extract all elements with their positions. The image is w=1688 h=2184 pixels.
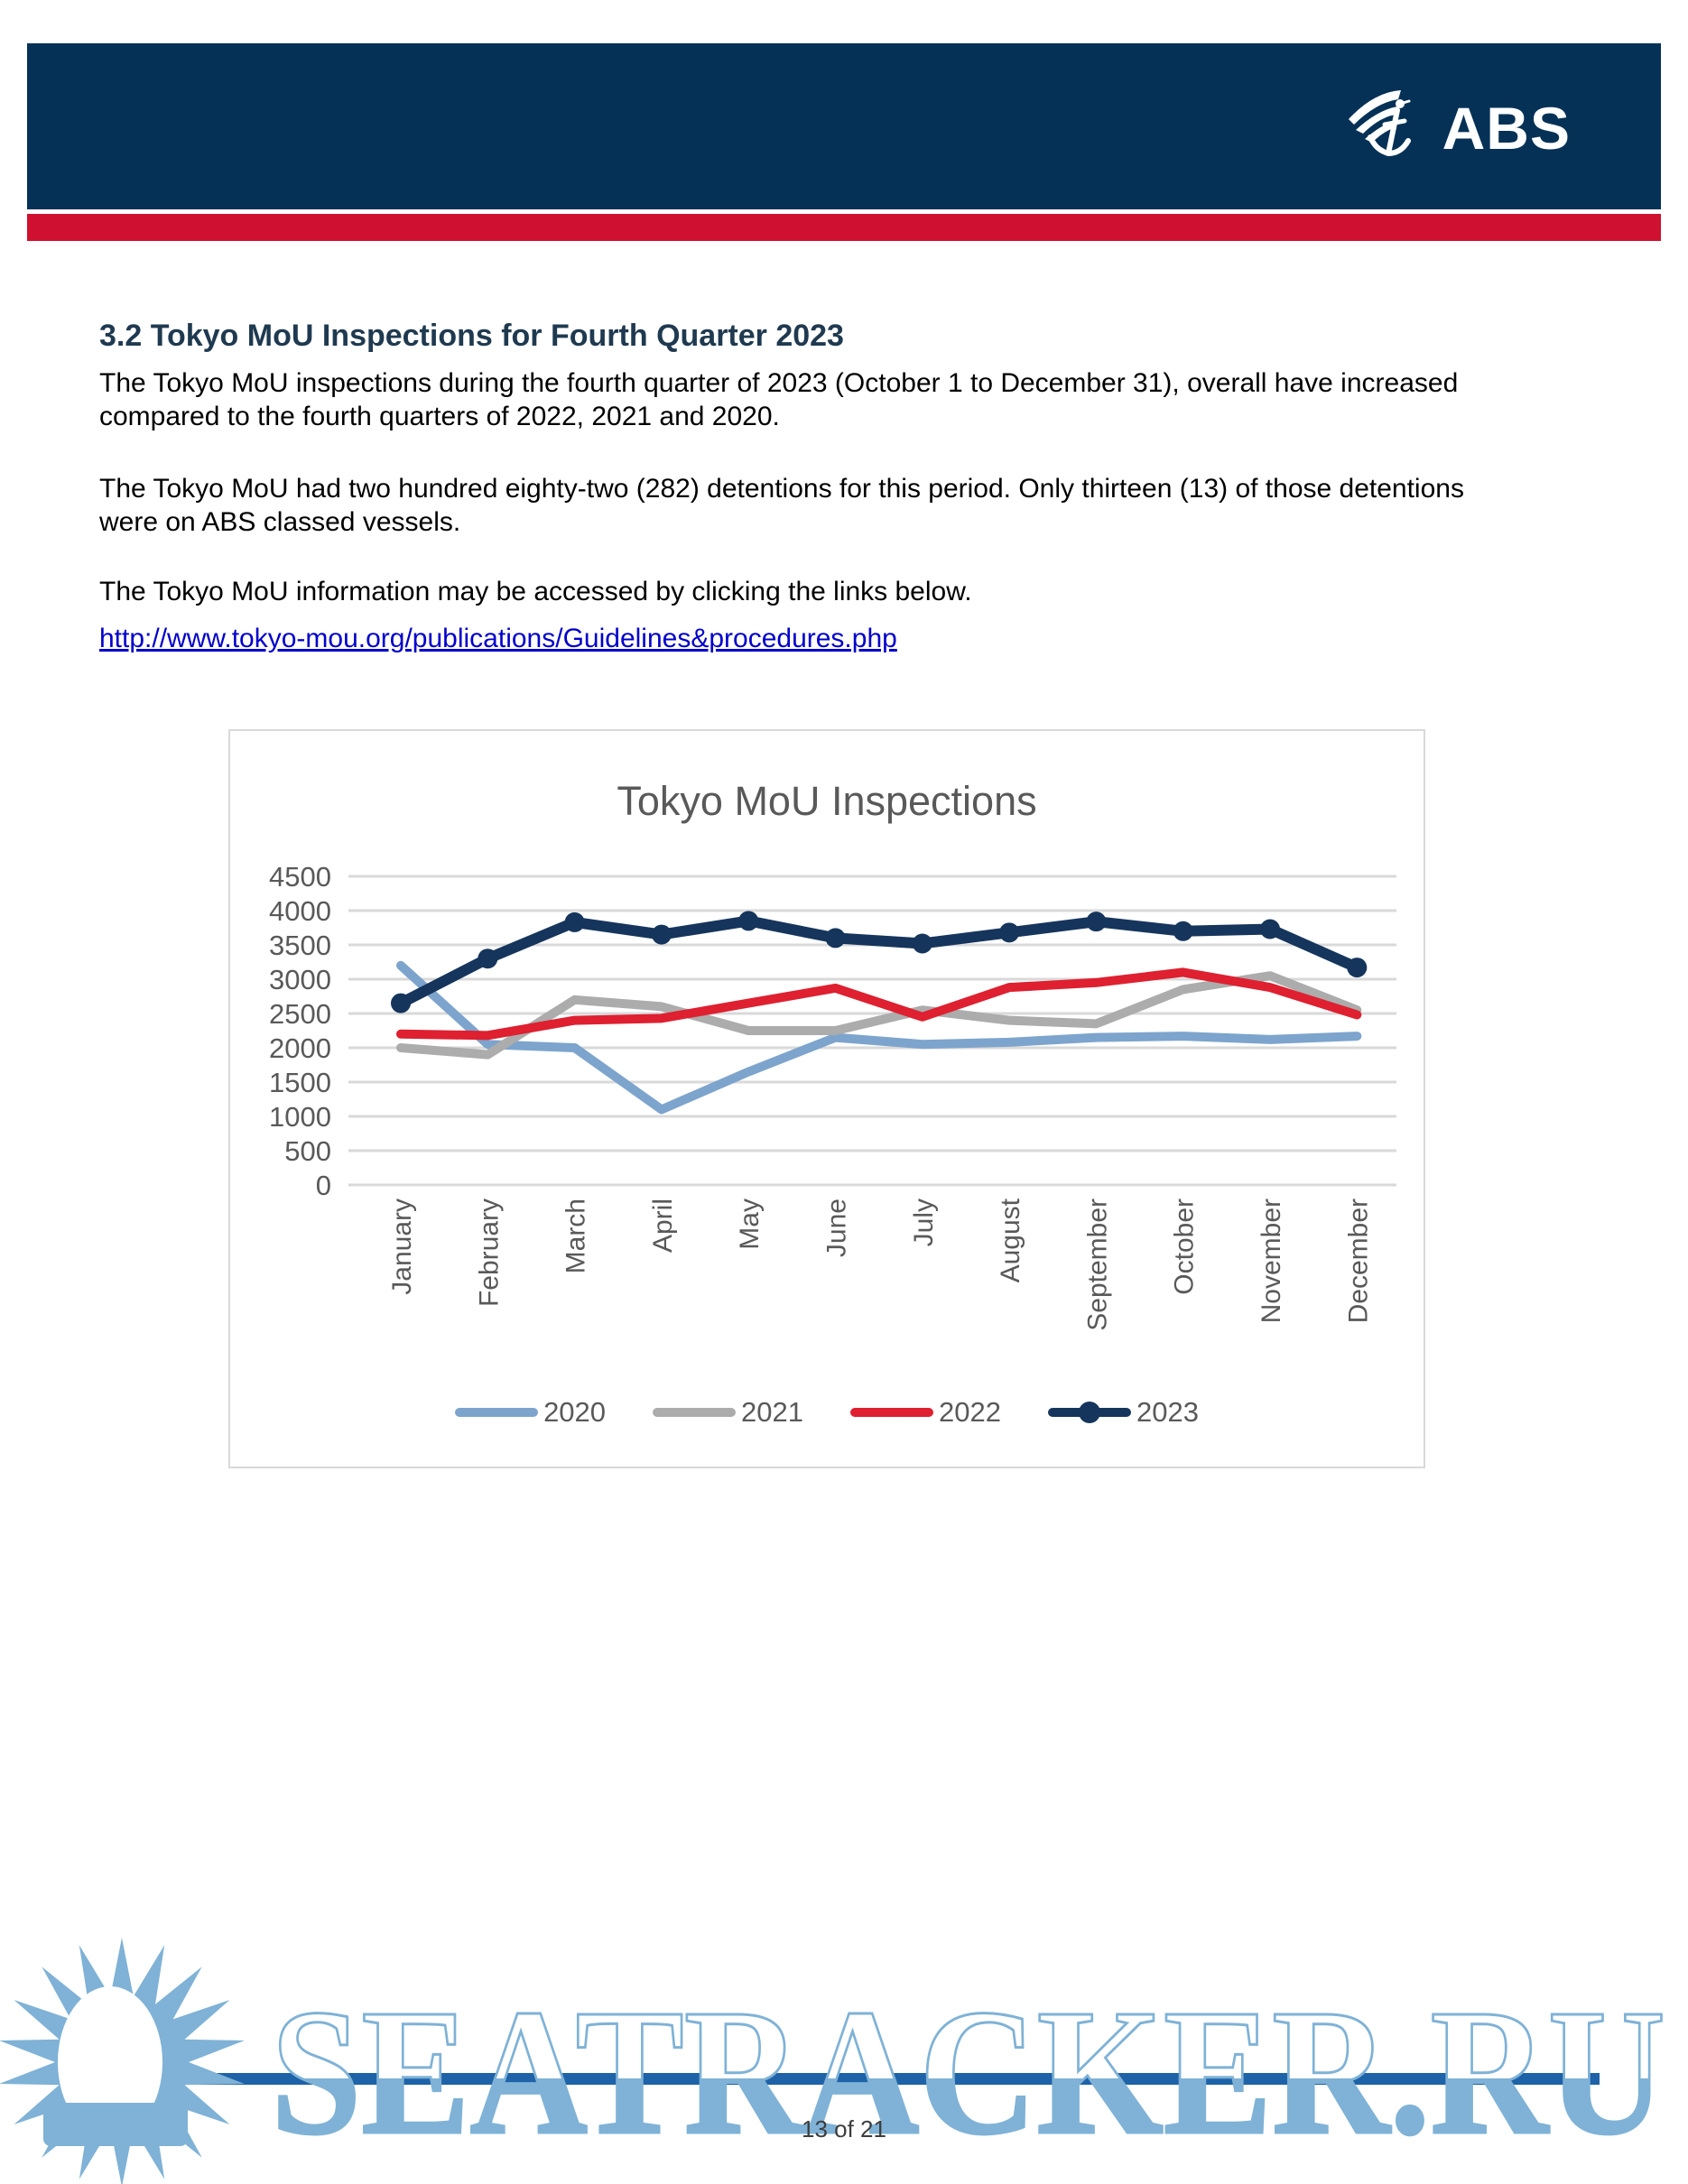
legend-label-2021: 2021 xyxy=(741,1396,803,1428)
svg-text:April: April xyxy=(648,1198,678,1253)
watermark-text: SEATRACKER.RU xyxy=(271,1973,1665,2172)
abs-logo-text: ABS xyxy=(1442,95,1571,162)
svg-text:November: November xyxy=(1257,1198,1286,1323)
svg-text:1500: 1500 xyxy=(269,1067,331,1098)
series-line-2022 xyxy=(396,967,1362,1041)
svg-text:May: May xyxy=(735,1198,765,1250)
series-markers-2023 xyxy=(391,911,1368,1013)
eagle-anchor-icon xyxy=(1348,90,1411,156)
header-bar: ABS xyxy=(27,43,1661,209)
tokyo-mou-link[interactable]: http://www.tokyo-mou.org/publications/Gu… xyxy=(99,624,897,653)
legend-swatch-2023 xyxy=(1047,1402,1131,1423)
svg-text:October: October xyxy=(1170,1198,1200,1295)
legend-item-2023: 2023 xyxy=(1047,1396,1199,1429)
svg-text:December: December xyxy=(1343,1198,1373,1323)
svg-text:March: March xyxy=(561,1198,591,1273)
chart-legend: 2020 2021 2022 2023 xyxy=(230,1396,1424,1429)
legend-swatch-2022 xyxy=(850,1408,933,1417)
svg-text:August: August xyxy=(996,1198,1025,1282)
x-axis-labels: January February March April May June July Augu… xyxy=(387,1198,1373,1330)
section-heading: 3.2 Tokyo MoU Inspections for Fourth Qua… xyxy=(99,319,844,353)
chart-title: Tokyo MoU Inspections xyxy=(617,778,1037,824)
svg-text:2500: 2500 xyxy=(269,998,331,1030)
svg-text:4500: 4500 xyxy=(269,861,331,893)
legend-item-2020: 2020 xyxy=(455,1396,606,1429)
chart-container: 0 500 1000 1500 2000 2500 3000 3500 4000 4500 Janu… xyxy=(228,729,1425,1468)
svg-text:September: September xyxy=(1082,1198,1112,1331)
svg-text:2000: 2000 xyxy=(269,1032,331,1064)
legend-marker-2023 xyxy=(1078,1402,1100,1423)
watermark-divider-line xyxy=(90,2073,1600,2085)
page-number: 13 of 21 xyxy=(802,2115,886,2142)
svg-text:January: January xyxy=(387,1198,417,1295)
red-stripe xyxy=(27,214,1661,241)
svg-text:February: February xyxy=(474,1198,504,1307)
legend-item-2022: 2022 xyxy=(850,1396,1001,1429)
paragraph-detentions: The Tokyo MoU had two hundred eighty-two… xyxy=(99,474,1464,537)
svg-text:July: July xyxy=(909,1198,939,1246)
watermark: SEATRACKER.RU xyxy=(0,1938,1667,2184)
sun-icon xyxy=(0,1938,245,2184)
legend-swatch-2020 xyxy=(455,1408,539,1417)
paragraph-links-intro: The Tokyo MoU information may be accesse… xyxy=(99,577,972,606)
svg-text:3000: 3000 xyxy=(269,964,331,995)
svg-text:3500: 3500 xyxy=(269,930,331,961)
series-line-2023 xyxy=(395,915,1363,1009)
paragraph-overview: The Tokyo MoU inspections during the fou… xyxy=(99,368,1459,431)
legend-swatch-2021 xyxy=(653,1408,737,1417)
series-line-2020 xyxy=(396,960,1362,1115)
svg-text:4000: 4000 xyxy=(269,895,331,927)
series-line-2021 xyxy=(396,971,1362,1060)
abs-logo: ABS xyxy=(1343,83,1571,173)
legend-label-2023: 2023 xyxy=(1136,1396,1199,1428)
legend-item-2021: 2021 xyxy=(653,1396,803,1429)
svg-text:1000: 1000 xyxy=(269,1101,331,1133)
svg-text:June: June xyxy=(822,1198,852,1257)
legend-label-2020: 2020 xyxy=(543,1396,607,1428)
svg-text:0: 0 xyxy=(316,1170,331,1201)
legend-label-2022: 2022 xyxy=(939,1396,1001,1428)
svg-text:500: 500 xyxy=(284,1135,331,1167)
